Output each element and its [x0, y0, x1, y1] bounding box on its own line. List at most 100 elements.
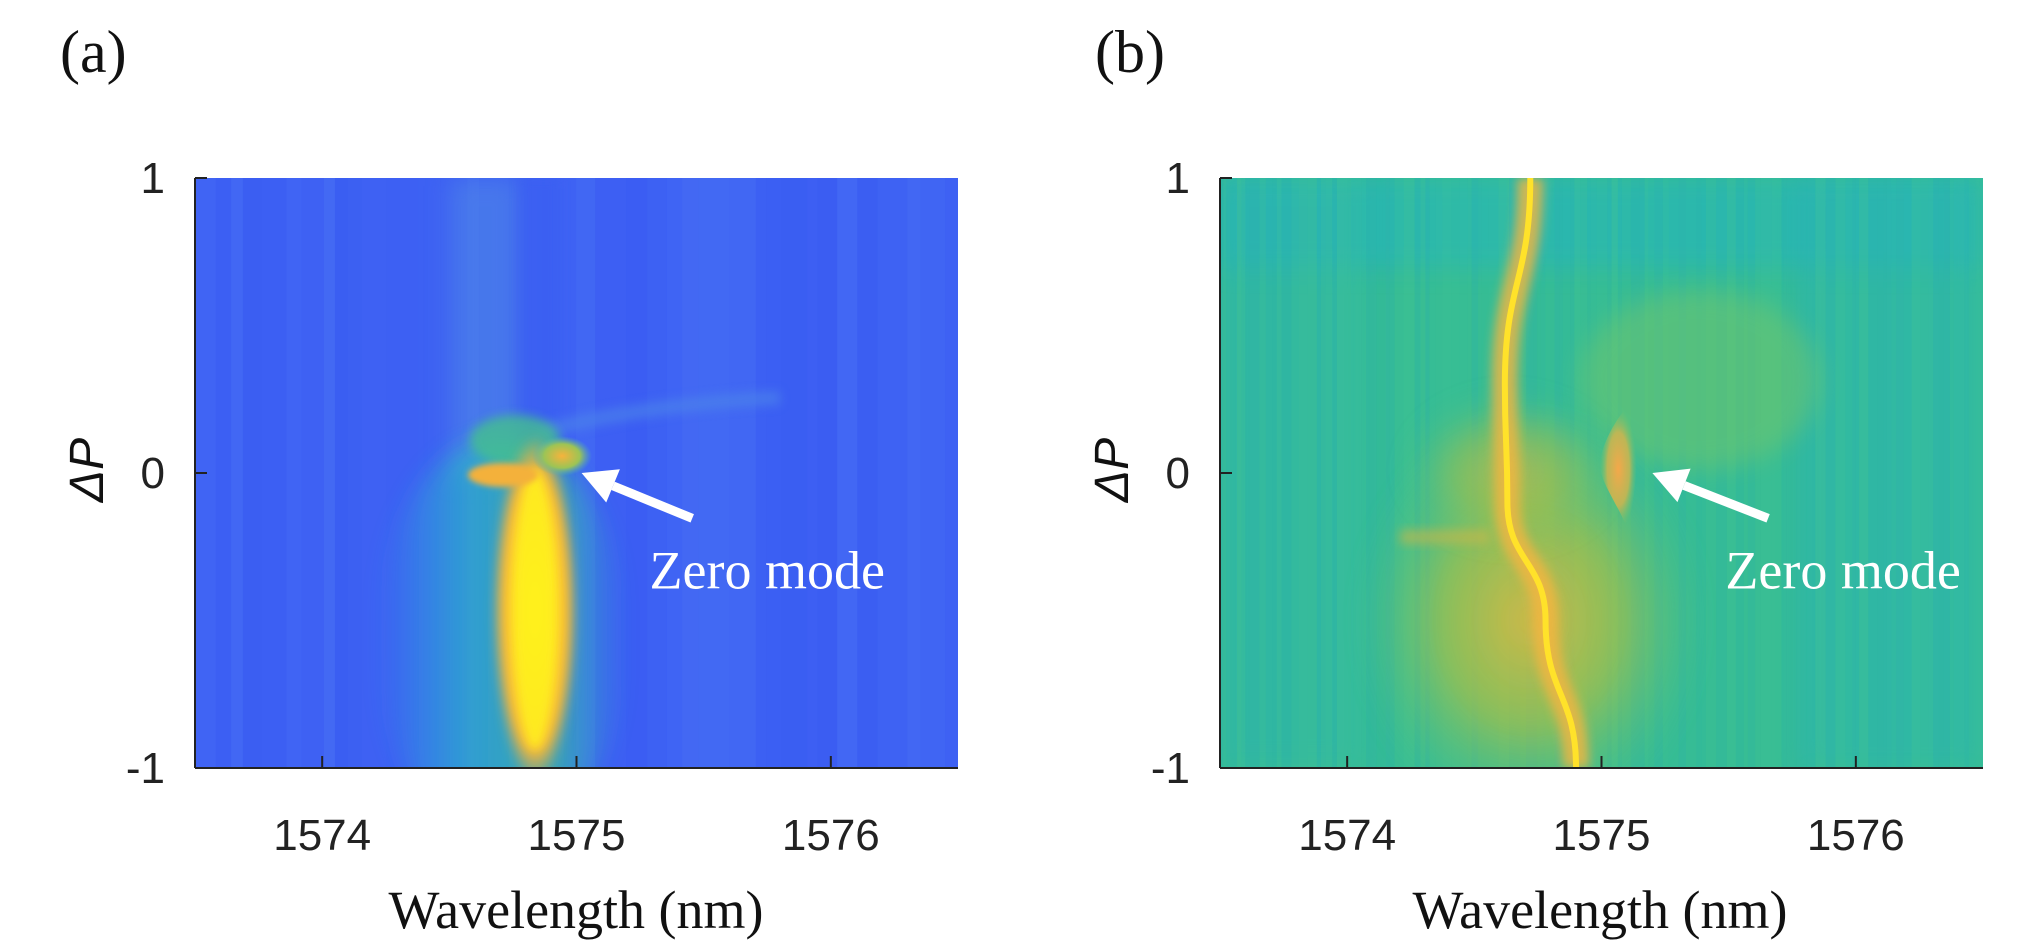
heatmap-stripe: [1825, 178, 1836, 768]
heatmap-stripe: [1361, 178, 1367, 768]
heatmap-stripe: [1969, 178, 1976, 768]
heatmap-stripe: [1903, 178, 1912, 768]
heatmap-stripe: [1877, 178, 1884, 768]
heatmap-stripe: [1394, 178, 1404, 768]
panel-a-ytick-label: -1: [126, 744, 165, 793]
panel-b-ytick-label: 1: [1166, 154, 1190, 203]
heatmap-stripe: [334, 178, 348, 768]
heatmap-stripe: [1241, 178, 1246, 768]
heatmap-stripe: [817, 178, 838, 768]
heatmap-stripe: [1949, 178, 1954, 768]
panel-b-ylabel: ΔP: [1086, 438, 1139, 503]
heatmap-stripe: [837, 178, 858, 768]
heatmap-stripe: [1859, 178, 1869, 768]
heatmap-stripe: [1735, 178, 1744, 768]
panel-b-heatmap: [1220, 178, 1983, 768]
heatmap-stripe: [647, 178, 667, 768]
heatmap-stripe: [1883, 178, 1887, 768]
heatmap-stripe: [286, 178, 302, 768]
heatmap-stripe: [945, 178, 958, 768]
panel-a-xtick-label: 1574: [273, 811, 371, 860]
heatmap-stripe: [1835, 178, 1846, 768]
heatmap-stripe: [682, 178, 699, 768]
panel-b-zero-mode: [1599, 408, 1637, 530]
panel-b-arrow: [1682, 481, 1770, 523]
heatmap-stripe: [1281, 178, 1292, 768]
panel-a-zero-mode: [532, 436, 592, 476]
heatmap-stripe: [1320, 178, 1326, 768]
heatmap-stripe: [1249, 178, 1260, 768]
heatmap-stripe: [1933, 178, 1939, 768]
heatmap-stripe: [666, 178, 683, 768]
heatmap-stripe: [1852, 178, 1856, 768]
heatmap-stripe: [215, 178, 232, 768]
heatmap-stripe: [1366, 178, 1377, 768]
heatmap-stripe: [1336, 178, 1348, 768]
heatmap-stripe: [1920, 178, 1929, 768]
heatmap-stripe: [323, 178, 335, 768]
heatmap-stripe: [1845, 178, 1853, 768]
heatmap-stripe: [1316, 178, 1321, 768]
panel-a-xtick-label: 1576: [782, 811, 880, 860]
panel-a-heatmap: [195, 178, 958, 768]
heatmap-stripe: [1896, 178, 1904, 768]
panel-b-arrow-head: [1652, 468, 1691, 503]
heatmap-stripe: [1868, 178, 1878, 768]
heatmap-stripe: [1276, 178, 1282, 768]
heatmap-stripe: [1975, 178, 1983, 768]
heatmap-stripe: [1245, 178, 1250, 768]
panel-a-arrow: [611, 481, 694, 523]
panel-b-ticks: [1220, 177, 1857, 769]
panel-a-ytick-label: 0: [141, 449, 165, 498]
heatmap-stripe: [907, 178, 921, 768]
heatmap-stripe: [1376, 178, 1386, 768]
panel-a: (a) 1: [60, 19, 958, 940]
heatmap-stripe: [1701, 178, 1706, 768]
panel-a-ytick-label: 1: [141, 154, 165, 203]
heatmap-stripe: [1911, 178, 1921, 768]
heatmap-stripe: [1705, 178, 1717, 768]
panel-a-xlabel: Wavelength (nm): [388, 880, 763, 940]
heatmap-stripe: [1755, 178, 1761, 768]
heatmap-stripe: [1781, 178, 1787, 768]
panel-a-label: (a): [60, 19, 127, 85]
heatmap-stripe: [1307, 178, 1317, 768]
heatmap-stripe: [1347, 178, 1351, 768]
heatmap-stripe: [242, 178, 262, 768]
heatmap-stripe: [1953, 178, 1965, 768]
panel-a-ticks: [195, 177, 832, 769]
heatmap-stripe: [1786, 178, 1797, 768]
heatmap-stripe: [1332, 178, 1337, 768]
heatmap-stripe: [301, 178, 324, 768]
panel-b-xtick-label: 1575: [1553, 811, 1651, 860]
heatmap-stripe: [1259, 178, 1266, 768]
panel-b-ytick-label: -1: [1151, 744, 1190, 793]
panel-b: (b) 1574 1575: [1086, 19, 1983, 940]
heatmap-stripe: [1855, 178, 1860, 768]
heatmap-stripe: [807, 178, 818, 768]
heatmap-stripe: [877, 178, 908, 768]
heatmap-stripe: [1291, 178, 1299, 768]
panel-b-annotation: Zero mode: [1725, 540, 1960, 600]
heatmap-stripe: [231, 178, 243, 768]
panel-b-xlabel: Wavelength (nm): [1412, 880, 1787, 940]
heatmap-stripe: [1760, 178, 1772, 768]
heatmap-stripe: [1964, 178, 1970, 768]
heatmap-stripe: [1389, 178, 1395, 768]
heatmap-stripe: [1815, 178, 1826, 768]
panel-b-haze-right: [1580, 290, 1820, 470]
heatmap-stripe: [1806, 178, 1816, 768]
heatmap-stripe: [1771, 178, 1782, 768]
panel-a-band-top: [468, 463, 538, 487]
panel-a-ylabel: ΔP: [61, 438, 114, 503]
panel-b-ytick-label: 0: [1166, 449, 1190, 498]
panel-b-bright-line: [1501, 178, 1580, 768]
panel-b-xtick-label: 1576: [1807, 811, 1905, 860]
panel-b-right-shade: [1800, 178, 1983, 768]
heatmap-stripe: [1743, 178, 1748, 768]
heatmap-stripe: [1272, 178, 1277, 768]
panel-b-xtick-label: 1574: [1298, 811, 1396, 860]
heatmap-stripe: [729, 178, 756, 768]
heatmap-stripe: [766, 178, 782, 768]
